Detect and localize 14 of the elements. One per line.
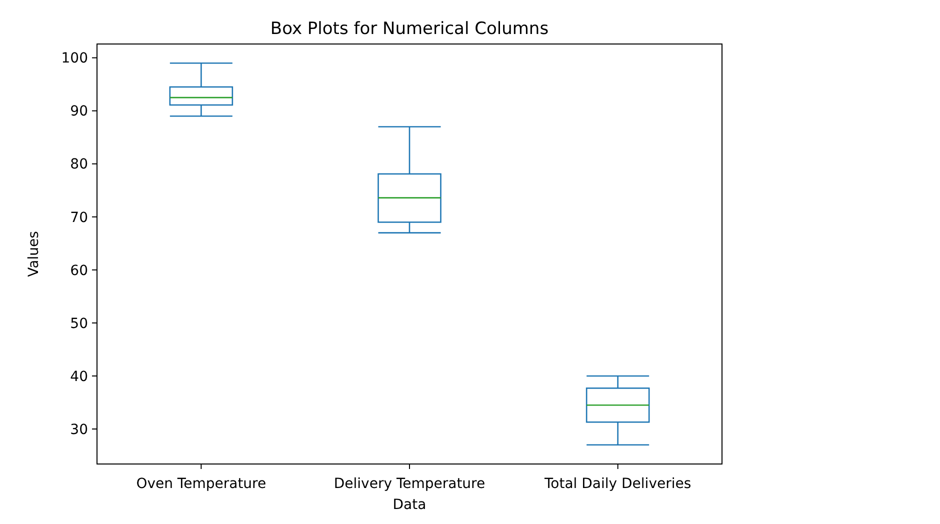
y-tick-label: 60 <box>70 262 88 279</box>
x-tick-label: Total Daily Deliveries <box>544 476 692 492</box>
y-tick-label: 50 <box>70 316 88 332</box>
x-tick-label: Oven Temperature <box>136 476 266 492</box>
y-tick-label: 70 <box>70 210 88 226</box>
y-tick-label: 40 <box>70 368 88 385</box>
x-axis-title: Data <box>392 497 426 513</box>
x-tick-label: Delivery Temperature <box>334 476 486 492</box>
y-tick-label: 90 <box>70 104 88 120</box>
y-tick-label: 100 <box>61 50 88 67</box>
y-tick-label: 80 <box>70 156 88 173</box>
y-axis-title: Values <box>26 231 42 277</box>
chart-title: Box Plots for Numerical Columns <box>270 19 549 39</box>
y-tick-label: 30 <box>70 422 88 438</box>
